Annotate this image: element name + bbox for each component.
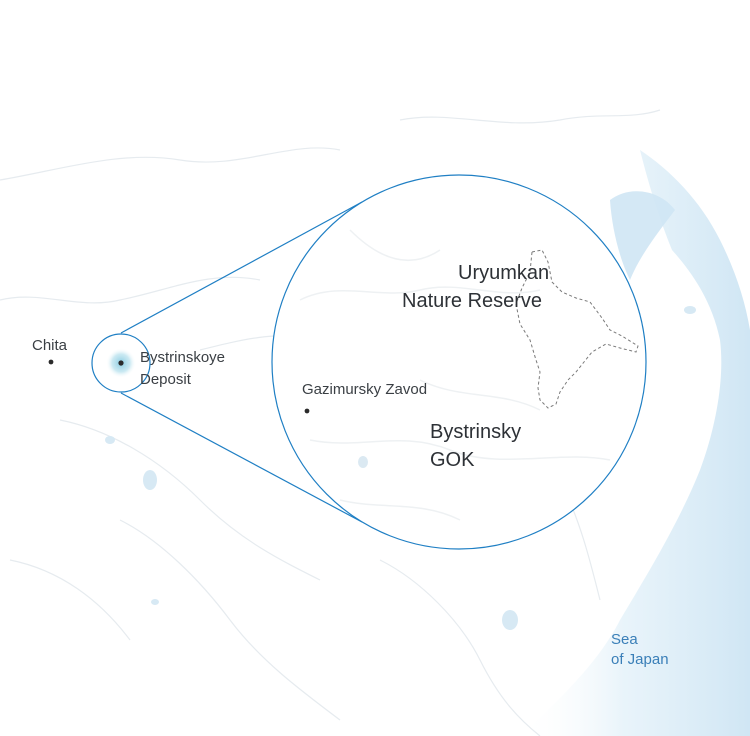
- label-sea-line1: Sea: [611, 631, 638, 648]
- zoom-line-top: [120, 201, 363, 334]
- gulf-area: [610, 191, 675, 280]
- chita-dot: [48, 359, 54, 365]
- label-chita: Chita: [32, 337, 68, 354]
- zoom-line-bottom: [120, 392, 363, 523]
- label-gok-line1: Bystrinsky: [430, 421, 522, 443]
- inset-circle: [271, 174, 647, 550]
- reserve-border: [515, 249, 639, 409]
- lakes-layer: [105, 306, 696, 630]
- label-reserve-line2: Nature Reserve: [402, 290, 543, 312]
- inset-lake: [358, 456, 368, 468]
- label-sea-line2: of Japan: [611, 651, 669, 668]
- label-reserve-line1: Uryumkan: [458, 262, 550, 284]
- sea-area: [520, 150, 750, 736]
- gazimursky-dot: [304, 408, 310, 414]
- inset-terrain: [299, 229, 611, 521]
- deposit-dot: [118, 360, 124, 366]
- label-deposit-line2: Deposit: [140, 371, 191, 388]
- label-gok-line2: GOK: [430, 449, 475, 471]
- rivers-layer: [0, 109, 661, 736]
- label-deposit-line1: Bystrinskoye: [140, 349, 226, 366]
- label-gazimursky: Gazimursky Zavod: [302, 381, 428, 398]
